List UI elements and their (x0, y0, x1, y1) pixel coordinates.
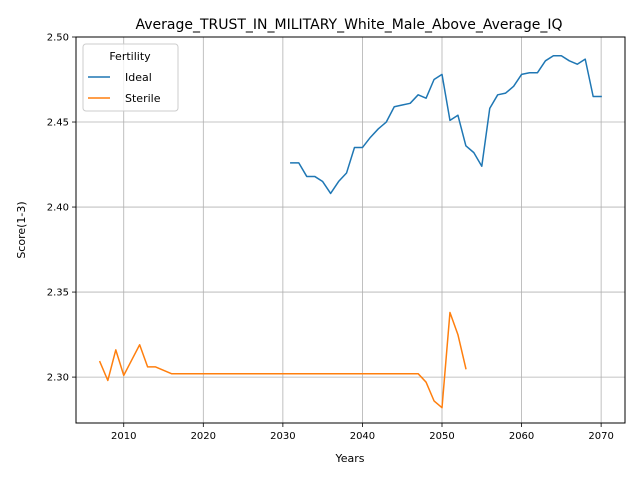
x-tick-label: 2060 (509, 431, 534, 442)
legend-title: Fertility (109, 50, 151, 63)
legend: Fertility Ideal Sterile (83, 44, 178, 111)
x-tick-label: 2020 (191, 431, 216, 442)
y-tick-label: 2.45 (47, 118, 69, 129)
x-tick-label: 2040 (350, 431, 375, 442)
y-axis-label: Score(1-3) (15, 201, 28, 258)
chart-title: Average_TRUST_IN_MILITARY_White_Male_Abo… (135, 17, 562, 33)
x-tick-label: 2070 (588, 431, 613, 442)
y-tick-label: 2.50 (47, 33, 69, 44)
x-tick-label: 2010 (111, 431, 136, 442)
x-tick-label: 2050 (429, 431, 454, 442)
y-tick-label: 2.35 (47, 288, 69, 299)
legend-label-ideal: Ideal (125, 71, 152, 84)
y-tick-label: 2.30 (47, 373, 69, 384)
x-axis-label: Years (334, 452, 364, 465)
legend-label-sterile: Sterile (125, 92, 161, 105)
y-tick-label: 2.40 (47, 203, 69, 214)
x-tick-label: 2030 (270, 431, 295, 442)
